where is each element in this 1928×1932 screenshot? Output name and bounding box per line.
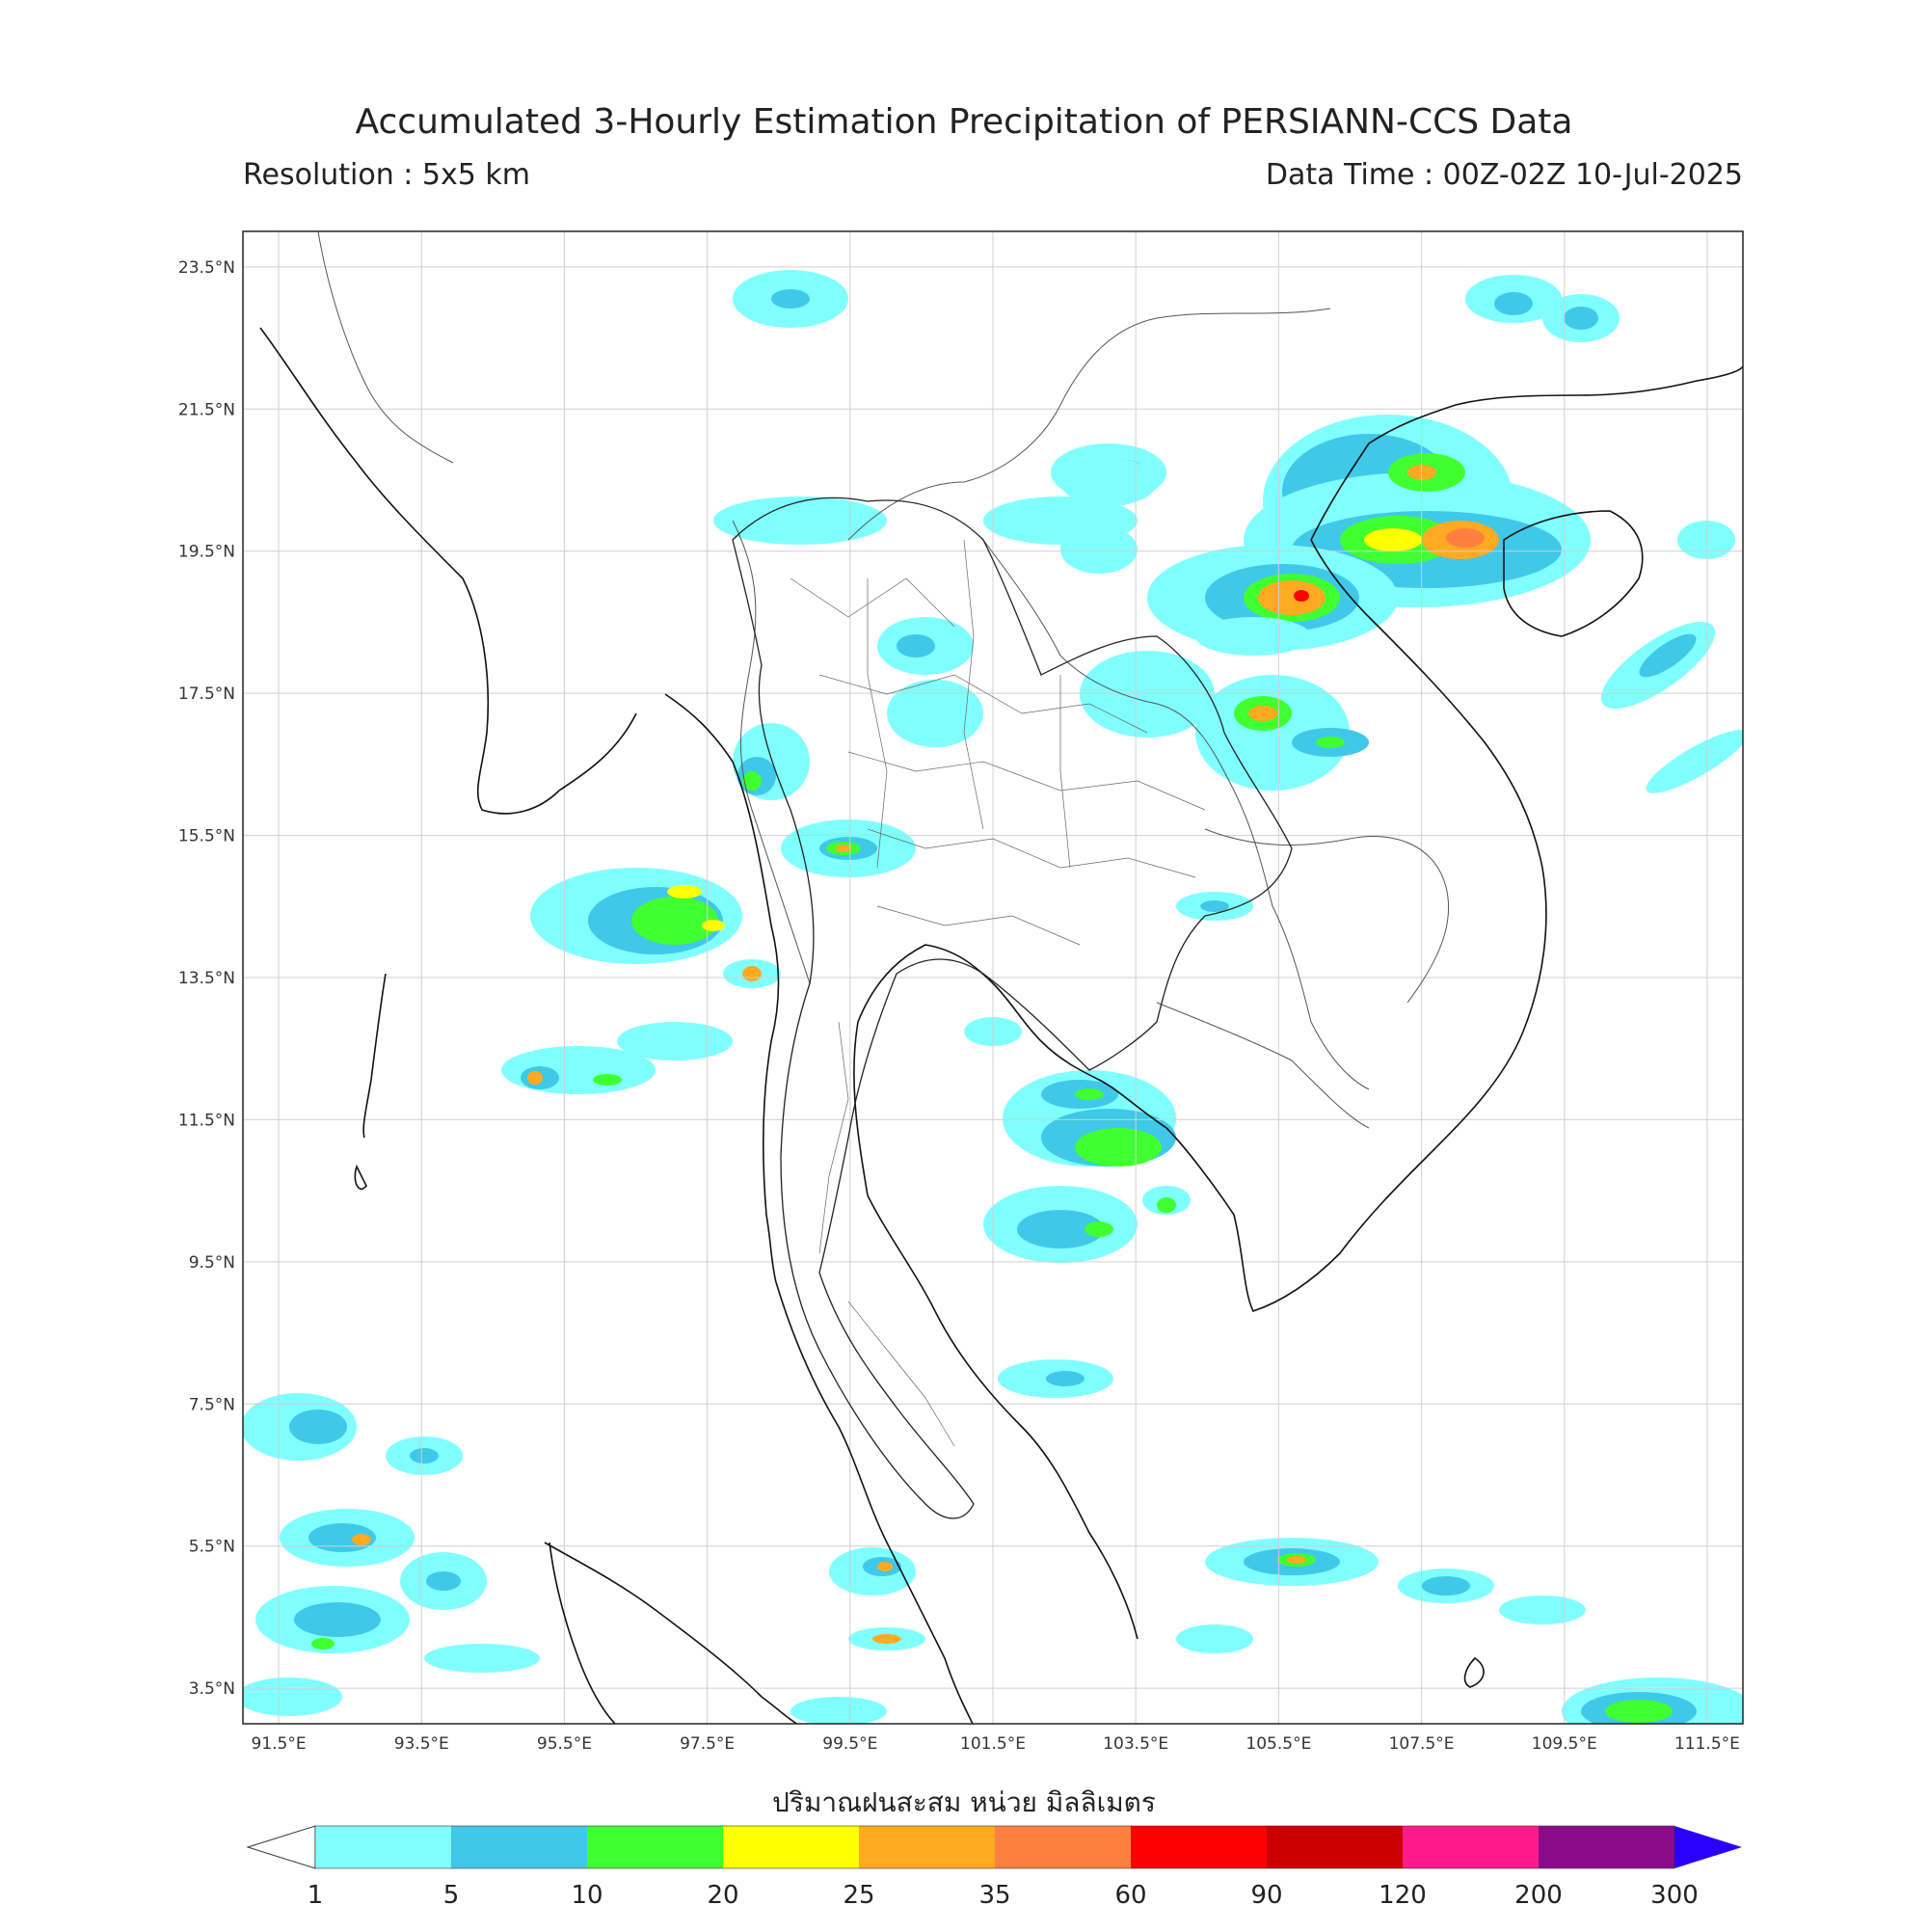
colorbar-tick-label: 5: [443, 1881, 460, 1910]
colorbar-tick-label: 20: [707, 1881, 738, 1910]
lat-tick-label: 3.5°N: [189, 1679, 235, 1699]
lon-tick-labels: 91.5°E 93.5°E 95.5°E 97.5°E 99.5°E 101.5°E 103…: [252, 1734, 1740, 1754]
colorbar-segment: [859, 1826, 995, 1868]
lat-tick-label: 5.5°N: [189, 1538, 235, 1557]
colorbar-segment: [1267, 1826, 1403, 1868]
lon-tick-label: 107.5°E: [1389, 1734, 1455, 1754]
colorbar-segment: [587, 1826, 723, 1868]
colorbar-under-arrow: [246, 1825, 316, 1869]
coastlines: [259, 327, 1743, 1724]
colorbar-tick-label: 25: [843, 1881, 874, 1910]
lat-tick-label: 15.5°N: [178, 827, 235, 846]
lon-tick-label: 99.5°E: [822, 1734, 877, 1754]
lat-tick-label: 17.5°N: [178, 684, 235, 704]
lon-tick-label: 109.5°E: [1532, 1734, 1597, 1754]
lon-tick-label: 111.5°E: [1674, 1734, 1740, 1754]
lon-tick-label: 91.5°E: [252, 1734, 307, 1754]
lat-tick-label: 9.5°N: [189, 1253, 235, 1273]
lat-tick-label: 13.5°N: [178, 969, 235, 988]
lon-tick-label: 103.5°E: [1103, 1734, 1168, 1754]
colorbar-tick-label: 300: [1650, 1881, 1699, 1910]
lat-tick-label: 11.5°N: [178, 1111, 235, 1130]
thailand-border: [732, 496, 1293, 1519]
colorbar-frame: [314, 1825, 1675, 1869]
colorbar-tick-label: 1: [308, 1881, 324, 1910]
lon-tick-label: 97.5°E: [680, 1734, 735, 1754]
colorbar-tick-label: 60: [1114, 1881, 1146, 1910]
colorbar-segment: [723, 1826, 859, 1868]
colorbar-tick-label: 200: [1514, 1881, 1563, 1910]
colorbar-segment: [315, 1826, 451, 1868]
colorbar-tick-label: 120: [1379, 1881, 1427, 1910]
colorbar-over-arrow: [1674, 1826, 1742, 1868]
colorbar-tick-label: 10: [571, 1881, 602, 1910]
colorbar-tick-label: 35: [978, 1881, 1010, 1910]
resolution-label: Resolution : 5x5 km: [243, 158, 530, 192]
colorbar-segment: [1539, 1826, 1674, 1868]
lat-tick-label: 23.5°N: [178, 258, 235, 278]
precipitation-field: [243, 270, 1743, 1724]
lon-tick-label: 95.5°E: [537, 1734, 592, 1754]
lon-tick-label: 93.5°E: [394, 1734, 449, 1754]
country-borders: [317, 231, 1450, 1129]
lat-tick-labels: 23.5°N 21.5°N 19.5°N 17.5°N 15.5°N 13.5°N 11.5…: [178, 258, 235, 1699]
province-lines: [790, 539, 1206, 1447]
colorbar-caption: ปริมาณฝนสะสม หน่วย มิลลิเมตร: [772, 1786, 1156, 1818]
chart-title: Accumulated 3-Hourly Estimation Precipit…: [355, 102, 1573, 142]
lon-tick-label: 105.5°E: [1245, 1734, 1311, 1754]
colorbar-segment: [995, 1826, 1131, 1868]
lat-tick-label: 21.5°N: [178, 400, 235, 419]
map-gridlines: [243, 231, 1743, 1724]
lon-tick-label: 101.5°E: [960, 1734, 1026, 1754]
colorbar: 1 5 10 20 25 35 60 90 120 200 300: [246, 1825, 1742, 1910]
colorbar-segment: [1131, 1826, 1267, 1868]
data-time-label: Data Time : 00Z-02Z 10-Jul-2025: [1265, 158, 1743, 192]
lat-tick-label: 19.5°N: [178, 543, 235, 562]
colorbar-segment: [451, 1826, 587, 1868]
lat-tick-label: 7.5°N: [189, 1395, 235, 1414]
colorbar-tick-label: 90: [1250, 1881, 1282, 1910]
colorbar-segment: [1403, 1826, 1539, 1868]
map-frame: [242, 230, 1744, 1725]
